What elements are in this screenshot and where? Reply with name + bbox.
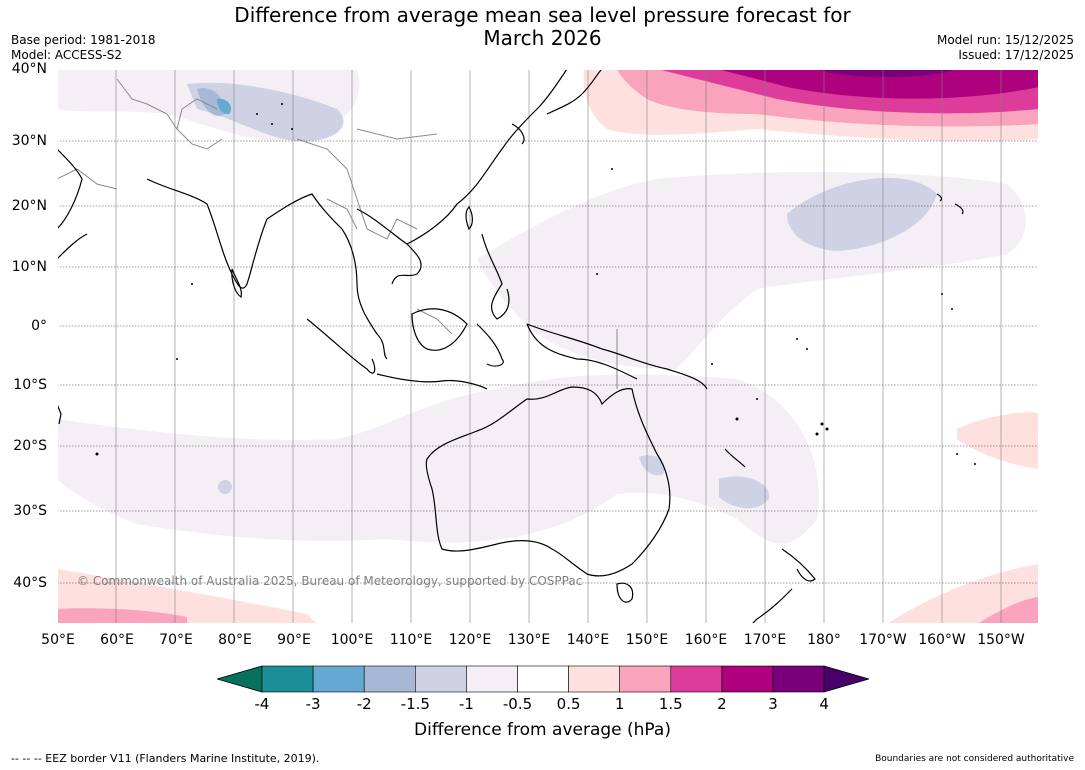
lon-label: 90°E <box>277 632 311 648</box>
anomaly-moderate-negative-region <box>187 82 937 509</box>
lon-label: 180° <box>807 632 841 648</box>
colorbar-segment <box>312 665 365 693</box>
colorbar-segment <box>517 665 569 693</box>
model-run: Model run: 15/12/2025 <box>936 33 1074 47</box>
colorbar-tick-label: -1.5 <box>400 695 430 713</box>
lon-label: 170°E <box>743 632 787 648</box>
lat-label: 40°S <box>13 575 47 591</box>
title-line-2: March 2026 <box>483 26 602 50</box>
lon-label: 70°E <box>159 632 193 648</box>
copyright-notice: © Commonwealth of Australia 2025, Bureau… <box>77 574 582 588</box>
colorbar-tick-label: -4 <box>254 695 270 713</box>
colorbar-segment <box>670 665 723 693</box>
meta-right: Model run: 15/12/2025 Issued: 17/12/2025 <box>937 33 1074 63</box>
lon-label: 170°W <box>859 632 907 648</box>
lon-label: 120°E <box>448 632 492 648</box>
lon-label: 110°E <box>389 632 433 648</box>
anomaly-very-strong-negative-region <box>217 98 232 115</box>
meta-left: Base period: 1981-2018 Model: ACCESS-S2 <box>11 33 156 63</box>
lat-label: 20°S <box>13 438 47 454</box>
colorbar-segment <box>772 665 825 693</box>
lat-label: 30°N <box>11 133 47 149</box>
colorbar-under-arrow <box>217 665 263 693</box>
chart-title: Difference from average mean sea level p… <box>0 4 1085 50</box>
lon-label: 150°W <box>977 632 1025 648</box>
colorbar-tick-label: 1.5 <box>658 695 683 713</box>
eez-legend: -- -- -- EEZ border V11 (Flanders Marine… <box>11 752 320 765</box>
lon-label: 160°E <box>684 632 728 648</box>
lat-label: 0° <box>31 318 47 334</box>
colorbar-tick-label: 2 <box>717 695 727 713</box>
title-line-1: Difference from average mean sea level p… <box>234 3 851 27</box>
graticule <box>57 69 1002 624</box>
pressure-anomaly-map: © Commonwealth of Australia 2025, Bureau… <box>57 69 1039 624</box>
boundaries-disclaimer: Boundaries are not considered authoritat… <box>875 754 1074 764</box>
lon-label: 140°E <box>566 632 610 648</box>
colorbar-tick-label: 3 <box>768 695 778 713</box>
lon-label: 50°E <box>41 632 75 648</box>
colorbar-tick-label: -0.5 <box>502 695 533 713</box>
lon-label: 100°E <box>330 632 374 648</box>
colorbar-segment <box>619 665 672 693</box>
colorbar-tick-label: 4 <box>819 695 829 713</box>
lat-label: 10°S <box>13 377 47 393</box>
colorbar-segment <box>466 665 518 693</box>
colorbar-tick-label: 0.5 <box>556 695 581 713</box>
colorbar-segment <box>568 665 621 693</box>
country-borders <box>57 78 618 389</box>
colorbar-segment <box>261 665 314 693</box>
map-background <box>57 69 1039 624</box>
lon-label: 60°E <box>100 632 134 648</box>
colorbar-tick-label: -3 <box>305 695 321 713</box>
colorbar-title: Difference from average (hPa) <box>414 720 671 740</box>
islands <box>95 103 976 465</box>
base-period: Base period: 1981-2018 <box>11 33 156 47</box>
lat-label: 30°S <box>13 503 47 519</box>
colorbar-tick-label: 1 <box>614 695 625 713</box>
colorbar-over-arrow <box>823 665 869 693</box>
issued-date: Issued: 17/12/2025 <box>958 48 1074 62</box>
colorbar-segment <box>415 665 467 693</box>
colorbar-tick-label: -2 <box>356 695 372 713</box>
lat-label: 40°N <box>11 61 47 77</box>
lon-label: 130°E <box>507 632 551 648</box>
anomaly-positive-region <box>57 69 1039 624</box>
lat-label: 10°N <box>11 259 47 275</box>
colorbar-tick-label: -1 <box>458 695 474 713</box>
coastlines <box>57 69 964 624</box>
colorbar-segment <box>721 665 774 693</box>
anomaly-strong-negative-region <box>197 88 226 117</box>
colorbar <box>217 665 869 693</box>
model-name: Model: ACCESS-S2 <box>11 48 123 62</box>
lat-label: 20°N <box>11 198 47 214</box>
lon-label: 160°W <box>918 632 966 648</box>
lon-label: 80°E <box>218 632 252 648</box>
colorbar-segment <box>363 665 416 693</box>
lon-label: 150°E <box>625 632 669 648</box>
